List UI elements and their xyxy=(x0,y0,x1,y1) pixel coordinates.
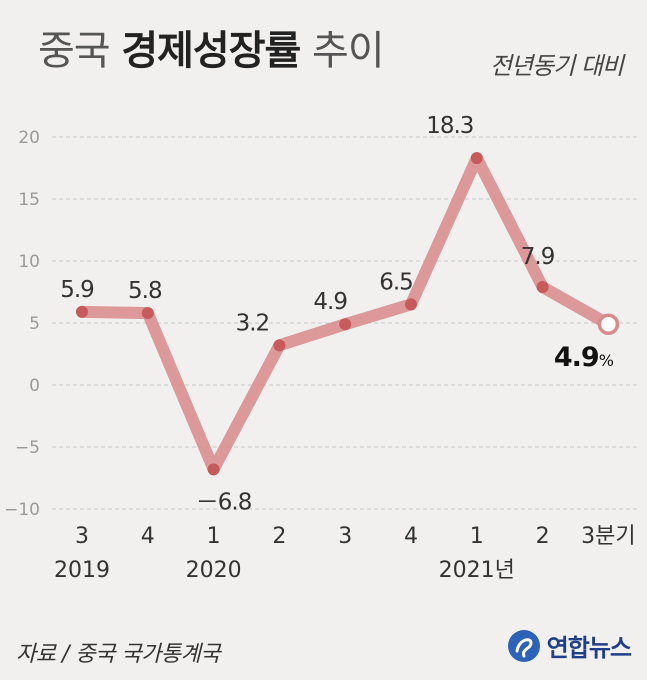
data-point-latest xyxy=(597,313,620,335)
x-tick-label: 1 xyxy=(470,524,484,549)
x-tick-label: 4 xyxy=(404,524,418,549)
y-tick-label: 20 xyxy=(18,128,40,148)
title-bold: 경제성장률 xyxy=(121,28,301,74)
data-point xyxy=(207,463,220,476)
data-label: 4.9 xyxy=(313,289,347,315)
logo-mark-icon xyxy=(507,629,540,662)
y-tick-label: 15 xyxy=(18,190,40,210)
data-label: 6.5 xyxy=(379,269,413,295)
data-point xyxy=(470,152,483,165)
data-label: 18.3 xyxy=(426,113,473,139)
y-tick-label: 5 xyxy=(29,314,40,334)
x-tick-label: 3 xyxy=(75,524,89,549)
y-tick-label: −5 xyxy=(15,438,40,458)
source-note: 자료 / 중국 국가통계국 xyxy=(16,642,221,667)
data-label: 3.2 xyxy=(236,310,270,336)
y-tick-label: −10 xyxy=(4,500,40,520)
year-label: 2019 xyxy=(54,558,110,583)
data-point xyxy=(339,318,352,331)
data-label: －6.8 xyxy=(196,489,252,515)
x-tick-label: 4 xyxy=(141,524,155,549)
data-label: 7.9 xyxy=(521,244,555,270)
data-point xyxy=(405,298,417,311)
data-point xyxy=(273,339,286,352)
year-label: 2021년 xyxy=(439,558,515,583)
year-label: 2020 xyxy=(186,558,242,583)
title-part1: 중국 xyxy=(38,28,111,74)
y-tick-label: 10 xyxy=(18,252,40,272)
data-point xyxy=(76,305,88,318)
y-tick-label: 0 xyxy=(29,376,40,396)
chart-title: 중국 경제성장률 추이 xyxy=(38,18,385,76)
data-label-unit: % xyxy=(599,351,614,370)
x-tick-label: 2 xyxy=(536,524,550,549)
chart-subtitle: 전년동기 대비 xyxy=(489,52,624,80)
data-label: 5.9 xyxy=(60,277,94,303)
x-tick-label: 3 xyxy=(338,524,352,549)
data-label: 4.9% xyxy=(554,342,614,373)
data-point xyxy=(141,307,154,320)
data-label: 5.8 xyxy=(128,278,162,304)
x-tick-label: 2 xyxy=(272,524,286,549)
title-part2: 추이 xyxy=(312,28,385,74)
yonhap-logo: 연합뉴스 xyxy=(507,628,632,663)
x-tick-label: 1 xyxy=(207,524,221,549)
x-tick-label: 3분기 xyxy=(581,524,635,549)
logo-text: 연합뉴스 xyxy=(546,634,632,662)
data-point xyxy=(536,281,549,294)
